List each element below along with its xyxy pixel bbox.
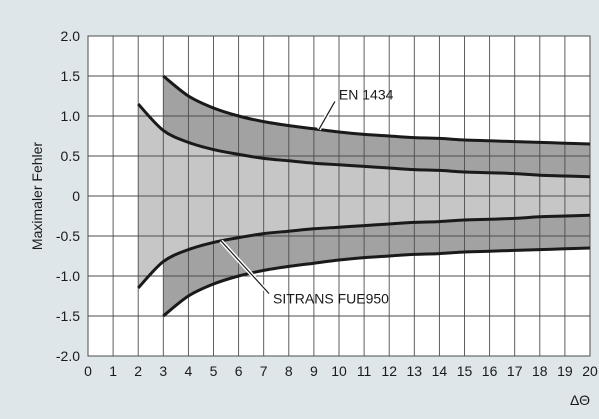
x-tick-label-9: 9: [310, 363, 318, 379]
x-tick-label-5: 5: [210, 363, 218, 379]
y-tick-label-5: -0.5: [56, 228, 80, 244]
y-tick-label-1: 1.5: [61, 68, 81, 84]
series-en1434-upper: [162, 74, 591, 146]
y-tick-label-4: 0: [72, 188, 80, 204]
sitrans-leader: [220, 240, 270, 295]
x-axis-title: ΔΘ: [570, 392, 590, 408]
x-tick-label-12: 12: [381, 363, 397, 379]
series-en1434-lower: [162, 246, 591, 318]
y-axis-title: Maximaler Fehler: [29, 142, 45, 250]
x-tick-label-11: 11: [357, 363, 372, 379]
x-tick-label-19: 19: [557, 363, 573, 379]
annotations: EN 1434 SITRANS FUE950: [219, 86, 394, 307]
plot-area: [87, 35, 591, 357]
x-tick-label-0: 0: [84, 363, 92, 379]
y-tick-label-3: 0.5: [61, 148, 81, 164]
x-tick-label-15: 15: [457, 363, 473, 379]
x-tick-label-17: 17: [507, 363, 523, 379]
y-tick-label-8: -2.0: [56, 348, 80, 364]
x-tick-label-3: 3: [159, 363, 167, 379]
plot-frame: [87, 35, 591, 357]
y-tick-label-7: -1.5: [56, 308, 80, 324]
en1434-leader: [318, 101, 336, 130]
x-tick-label-10: 10: [331, 363, 347, 379]
x-tick-label-1: 1: [109, 363, 117, 379]
y-tick-label-2: 1.0: [61, 108, 81, 124]
x-tick-label-14: 14: [432, 363, 448, 379]
x-axis-tick-labels: 0 1 2 3 4 5 6 7 8 9 10 11 12 13 14 15 16 17 18 19 20: [84, 363, 598, 379]
y-tick-label-0: 2.0: [61, 28, 81, 44]
x-tick-label-8: 8: [285, 363, 293, 379]
x-tick-label-18: 18: [532, 363, 548, 379]
series-sitrans-upper: [137, 102, 591, 179]
x-tick-label-7: 7: [260, 363, 268, 379]
x-tick-label-13: 13: [407, 363, 423, 379]
x-tick-label-20: 20: [582, 363, 598, 379]
x-tick-label-4: 4: [185, 363, 193, 379]
x-tick-label-6: 6: [235, 363, 243, 379]
y-tick-label-6: -1.0: [56, 268, 80, 284]
series-sitrans-lower: [137, 213, 591, 290]
x-tick-label-2: 2: [134, 363, 142, 379]
sitrans-label: SITRANS FUE950: [273, 291, 389, 307]
en1434-label: EN 1434: [339, 86, 394, 102]
y-axis-tick-labels: 2.0 1.5 1.0 0.5 0 -0.5 -1.0 -1.5 -2.0: [56, 28, 80, 364]
x-tick-label-16: 16: [482, 363, 498, 379]
grid-lines: [87, 35, 591, 357]
